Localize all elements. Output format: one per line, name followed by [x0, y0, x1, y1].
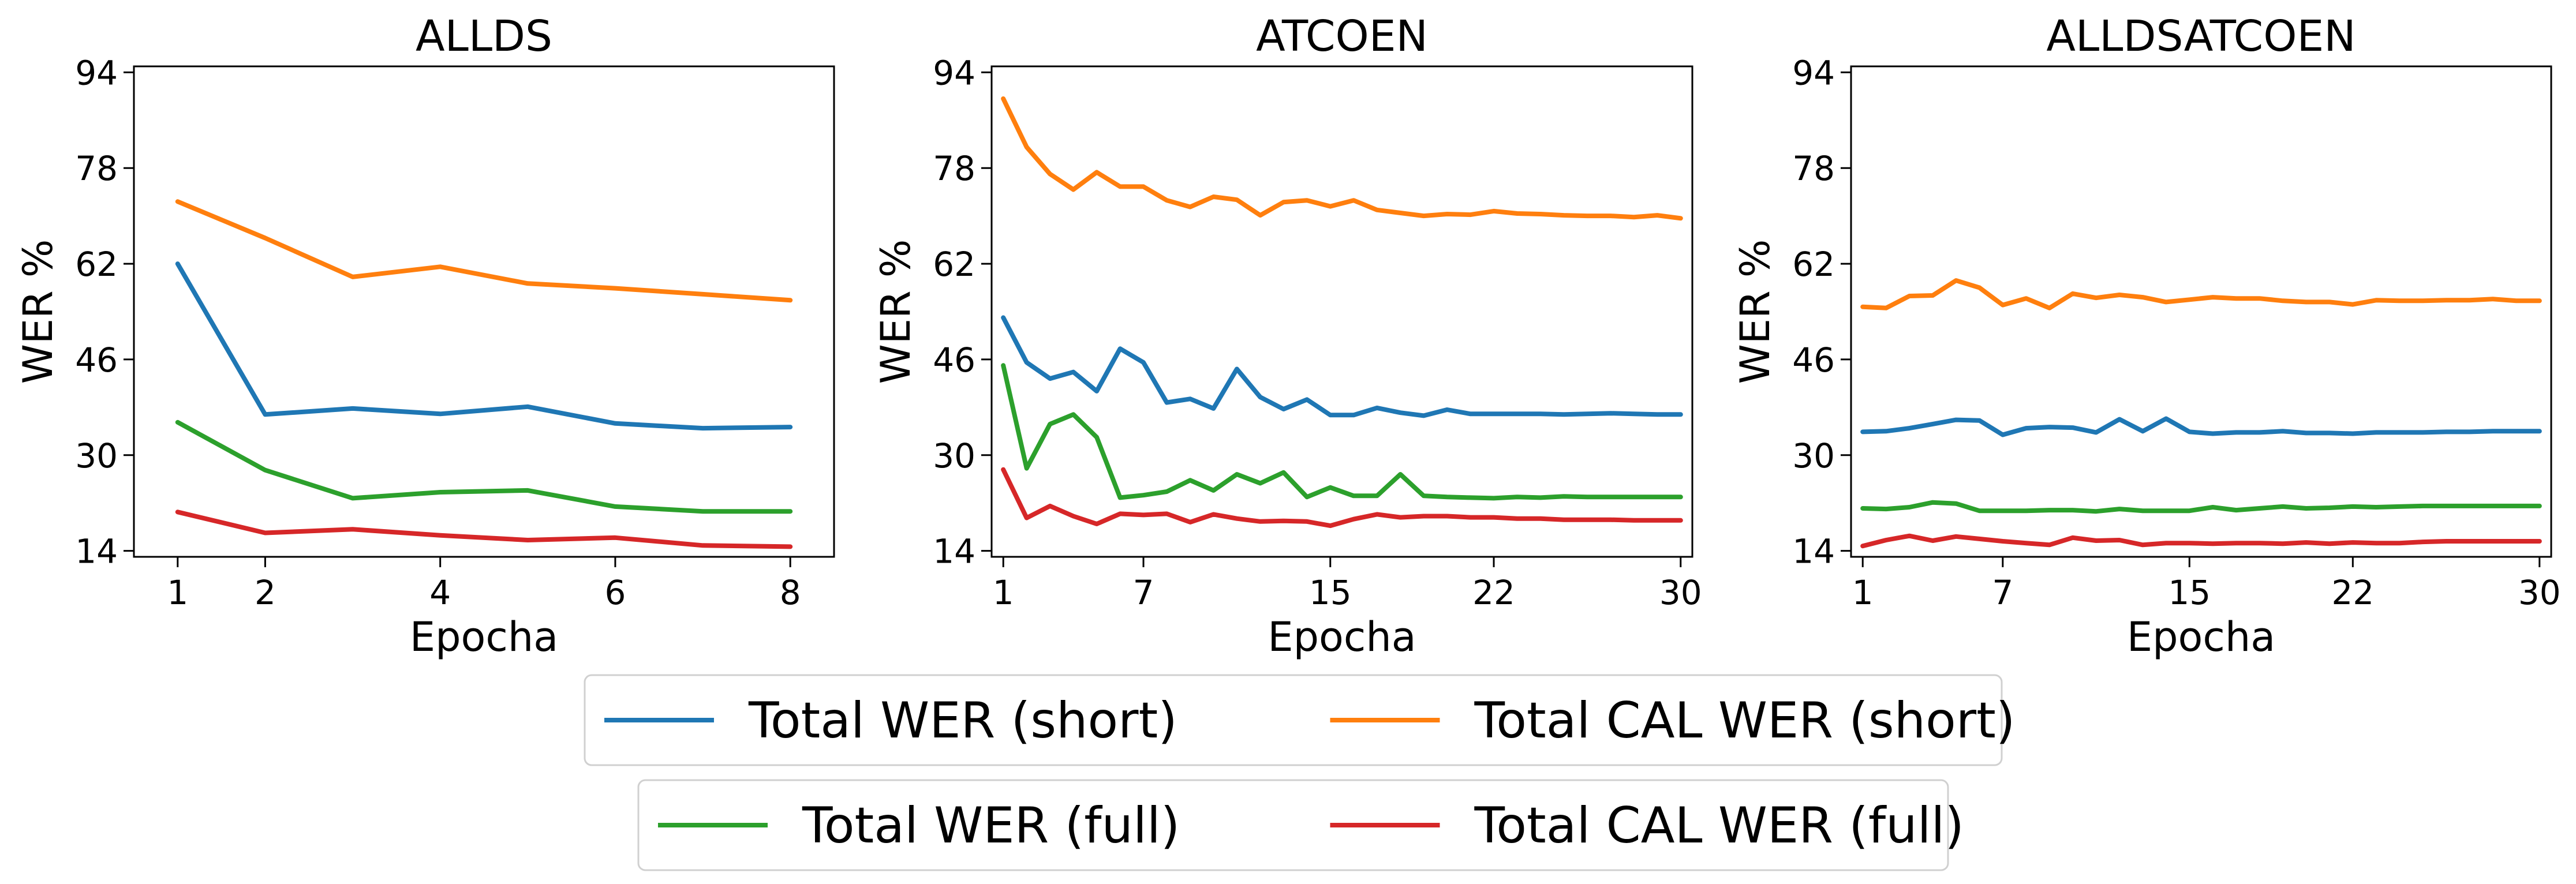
y-axis-label: WER %	[14, 239, 62, 384]
legend: Total WER (short) Total CAL WER (short)To…	[584, 674, 2016, 871]
x-axis-label: Epocha	[2127, 613, 2275, 661]
legend-box	[637, 779, 1949, 871]
x-tick-label: 4	[429, 573, 451, 612]
series-line-1	[1860, 416, 2542, 437]
x-tick-label: 22	[2331, 573, 2374, 612]
y-tick-label: 46	[933, 340, 975, 380]
series-line-1	[175, 261, 793, 431]
series-line-2	[175, 199, 793, 303]
series-line-3	[175, 419, 793, 514]
x-tick-label: 2	[255, 573, 276, 612]
plot-frame	[990, 65, 1693, 558]
series-line-2	[1001, 96, 1683, 221]
y-tick-label: 30	[1792, 436, 1835, 475]
y-tick-label: 78	[1792, 149, 1835, 188]
x-tick-label: 22	[1472, 573, 1515, 612]
y-tick-label: 78	[75, 149, 118, 188]
x-tick-label: 6	[604, 573, 626, 612]
chart-title: ALLDSATCOEN	[2046, 12, 2356, 61]
series-line-4	[1860, 533, 2542, 549]
x-tick-label: 15	[2168, 573, 2211, 612]
x-tick-label: 7	[1133, 573, 1154, 612]
x-tick-label: 8	[780, 573, 801, 612]
y-tick-label: 14	[933, 532, 975, 571]
chart-title: ALLDS	[416, 12, 552, 61]
x-tick-label: 1	[1852, 573, 1874, 612]
x-tick-label: 1	[993, 573, 1014, 612]
series-line-2	[1860, 278, 2542, 310]
legend-entry: Total CAL WER (short)	[1474, 692, 2016, 750]
x-tick-label: 30	[2518, 573, 2561, 612]
series-line-3	[1860, 500, 2542, 514]
x-axis-label: Epocha	[1268, 613, 1416, 661]
series-line-1	[1001, 315, 1683, 418]
x-tick-label: 15	[1309, 573, 1352, 612]
series-line-3	[1001, 363, 1683, 501]
y-tick-label: 14	[75, 532, 118, 571]
plot-frame	[133, 65, 835, 558]
x-axis-label: Epocha	[410, 613, 558, 661]
y-tick-label: 46	[1792, 340, 1835, 380]
x-tick-label: 30	[1659, 573, 1702, 612]
legend-entry: Total CAL WER (full)	[1474, 797, 1964, 855]
y-tick-label: 30	[933, 436, 975, 475]
series-line-4	[175, 510, 793, 549]
y-tick-label: 62	[1792, 245, 1835, 284]
chart-panel-3: 1 7 15 22 30 14 30 46 62 78 94 ALLDSATCOEN Epocha WER…	[1732, 12, 2561, 661]
y-tick-label: 46	[75, 340, 118, 380]
legend-entry: Total WER (short)	[748, 692, 1177, 750]
legend-box	[584, 674, 2003, 766]
x-tick-label: 1	[167, 573, 188, 612]
chart-panel-2: 1 7 15 22 30 14 30 46 62 78 94 ATCOEN Epocha WER %	[872, 12, 1702, 661]
y-axis-label: WER %	[872, 239, 919, 384]
chart-title: ATCOEN	[1256, 12, 1428, 61]
y-tick-label: 94	[933, 53, 975, 92]
x-tick-label: 7	[1992, 573, 2013, 612]
y-tick-label: 14	[1792, 532, 1835, 571]
y-tick-label: 94	[1792, 53, 1835, 92]
y-tick-label: 94	[75, 53, 118, 92]
y-tick-label: 78	[933, 149, 975, 188]
plot-frame	[1850, 65, 2552, 558]
y-tick-label: 62	[933, 245, 975, 284]
y-tick-label: 30	[75, 436, 118, 475]
legend-row-2: Total WER (full) Total CAL WER (full)	[637, 779, 1964, 871]
y-axis-label: WER %	[1732, 239, 1779, 384]
legend-entry: Total WER (full)	[802, 797, 1180, 855]
y-tick-label: 62	[75, 245, 118, 284]
series-line-4	[1001, 467, 1683, 529]
legend-row-1: Total WER (short) Total CAL WER (short)	[584, 674, 2016, 766]
